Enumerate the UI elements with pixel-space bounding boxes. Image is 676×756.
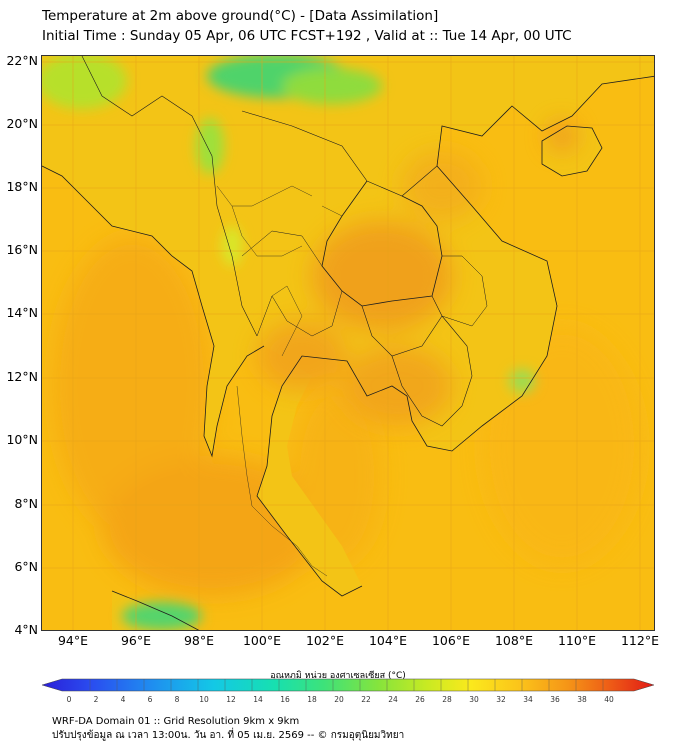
colorbar-tick: 2: [93, 695, 99, 704]
colorbar-tick: 34: [523, 695, 533, 704]
lat-label: 16°N: [6, 242, 38, 257]
colorbar: [42, 678, 654, 692]
lat-label: 4°N: [14, 622, 38, 637]
lat-label: 8°N: [14, 496, 38, 511]
colorbar-tick: 32: [496, 695, 506, 704]
colorbar-tick: 18: [307, 695, 317, 704]
colorbar-tick: 12: [226, 695, 236, 704]
colorbar-title: อุณหภูมิ หน่วย องศาเซลเซียส (°C): [270, 671, 406, 681]
lon-label: 108°E: [494, 633, 533, 648]
colorbar-tick: 6: [147, 695, 153, 704]
lon-label: 106°E: [431, 633, 470, 648]
map-canvas: [42, 56, 654, 630]
cool-vietnam-highland: [509, 369, 535, 393]
coastline-borders: [42, 56, 654, 630]
colorbar-tick: 24: [388, 695, 398, 704]
lat-label: 18°N: [6, 179, 38, 194]
colorbar-tick: 10: [199, 695, 209, 704]
lon-label: 100°E: [242, 633, 281, 648]
cool-yunnan-edge: [282, 68, 382, 104]
colorbar-tick: 0: [66, 695, 72, 704]
lat-label: 10°N: [6, 432, 38, 447]
cool-shan: [196, 118, 224, 174]
lat-label: 14°N: [6, 305, 38, 320]
colorbar-tick: 4: [120, 695, 126, 704]
graticule: [42, 56, 654, 630]
temperature-map[interactable]: [41, 55, 655, 631]
warm-land-cambodia: [342, 346, 452, 426]
lat-label: 20°N: [6, 116, 38, 131]
lon-label: 94°E: [57, 633, 89, 648]
lon-label: 102°E: [305, 633, 344, 648]
colorbar-tick: 22: [361, 695, 371, 704]
footer-line-1: WRF-DA Domain 01 :: Grid Resolution 9km …: [52, 716, 300, 727]
lon-label: 110°E: [557, 633, 596, 648]
land-north: [42, 56, 654, 596]
lat-label: 12°N: [6, 369, 38, 384]
cool-tenasserim: [222, 226, 242, 266]
lon-label: 104°E: [368, 633, 407, 648]
title-line-2: Initial Time : Sunday 05 Apr, 06 UTC FCS…: [42, 28, 572, 44]
colorbar-tick: 28: [442, 695, 452, 704]
cool-myanmar-north: [42, 56, 127, 109]
lon-label: 96°E: [120, 633, 152, 648]
warm-land-hainan: [548, 122, 576, 150]
colorbar-tick: 26: [415, 695, 425, 704]
colorbar-tick: 30: [469, 695, 479, 704]
colorbar-tick: 38: [577, 695, 587, 704]
footer-line-2: ปรับปรุงข้อมูล ณ เวลา 13:00น. วัน อา. ที…: [52, 730, 405, 741]
map-title: Temperature at 2m above ground(°C) - [Da…: [42, 6, 572, 46]
footer: WRF-DA Domain 01 :: Grid Resolution 9km …: [52, 715, 404, 743]
colorbar-tick: 16: [280, 695, 290, 704]
lon-label: 112°E: [620, 633, 659, 648]
warm-land-laos: [402, 151, 482, 221]
lat-label: 22°N: [6, 53, 38, 68]
lon-label: 98°E: [183, 633, 215, 648]
colorbar-ramp: [42, 678, 654, 692]
warm-land-isan: [312, 221, 452, 331]
colorbar-tick: 40: [604, 695, 614, 704]
colorbar-tick: 36: [550, 695, 560, 704]
colorbar-tick: 20: [334, 695, 344, 704]
colorbar-tick: 8: [174, 695, 180, 704]
title-line-1: Temperature at 2m above ground(°C) - [Da…: [42, 8, 439, 24]
lat-label: 6°N: [14, 559, 38, 574]
cool-sumatra: [122, 602, 202, 630]
colorbar-tick: 14: [253, 695, 263, 704]
